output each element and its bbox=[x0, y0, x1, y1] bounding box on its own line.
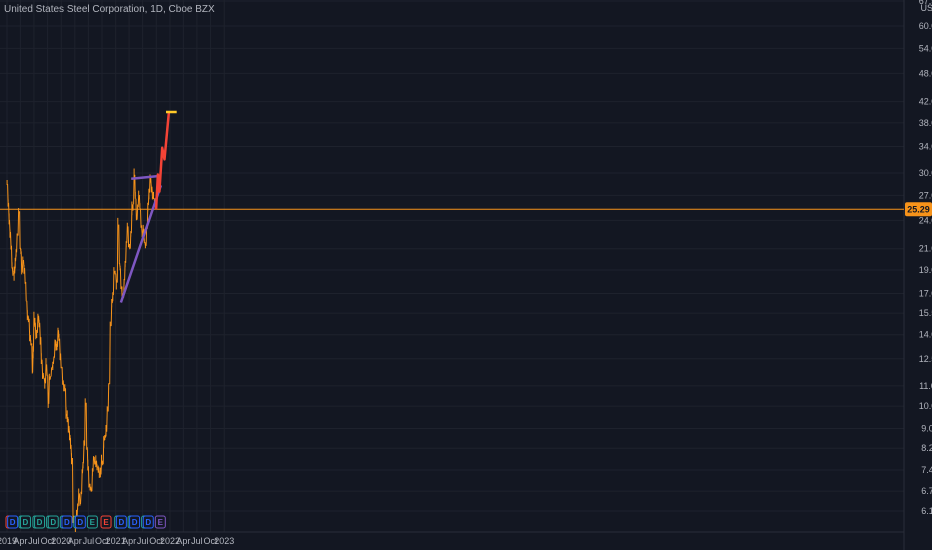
x-tick-label: 2019 bbox=[0, 536, 17, 546]
event-marker-label: D bbox=[118, 518, 124, 527]
y-tick-label: 17.00 bbox=[919, 289, 932, 299]
y-tick-label: 9.00 bbox=[921, 423, 932, 433]
x-tick-label: Jul bbox=[137, 536, 149, 546]
x-tick-label: 2020 bbox=[51, 536, 71, 546]
projection-path bbox=[154, 111, 171, 210]
y-tick-label: 10.00 bbox=[919, 401, 932, 411]
chart-title: United States Steel Corporation, 1D, Cbo… bbox=[4, 4, 215, 15]
x-tick-label: Jul bbox=[83, 536, 95, 546]
y-tick-label: 67.50 bbox=[919, 0, 932, 6]
x-tick-label: Apr bbox=[122, 536, 136, 546]
x-tick-label: Oct bbox=[204, 536, 219, 546]
current-price-label: 25.29 bbox=[907, 204, 930, 214]
y-tick-label: 48.00 bbox=[919, 68, 932, 78]
x-tick-label: 2023 bbox=[214, 536, 234, 546]
event-marker bbox=[7, 515, 19, 529]
y-tick-label: 15.50 bbox=[919, 308, 932, 318]
event-marker-label: E bbox=[158, 518, 164, 527]
event-marker bbox=[86, 515, 98, 529]
price-series-path bbox=[6, 168, 156, 532]
y-tick-label: 38.00 bbox=[919, 118, 932, 128]
y-tick-label: 11.00 bbox=[919, 381, 932, 391]
x-tick-label: Jul bbox=[28, 536, 40, 546]
x-tick-label: 2021 bbox=[106, 536, 126, 546]
event-marker-label: D bbox=[132, 518, 138, 527]
y-tick-label: 34.00 bbox=[919, 142, 932, 152]
event-marker bbox=[19, 515, 31, 529]
y-tick-label: 12.50 bbox=[919, 354, 932, 364]
event-marker bbox=[34, 515, 46, 529]
y-tick-label: 27.00 bbox=[919, 190, 932, 200]
x-tick-label: Oct bbox=[41, 536, 56, 546]
event-marker bbox=[115, 515, 127, 529]
y-tick-label: 30.00 bbox=[919, 168, 932, 178]
y-tick-label: 6.70 bbox=[921, 486, 932, 496]
y-tick-label: 14.00 bbox=[919, 330, 932, 340]
y-tick-label: 21.00 bbox=[919, 244, 932, 254]
y-tick-label: 42.00 bbox=[919, 97, 932, 107]
y-tick-label: 60.00 bbox=[919, 21, 932, 31]
event-marker bbox=[47, 515, 59, 529]
y-tick-label: 54.00 bbox=[919, 43, 932, 53]
x-tick-label: Apr bbox=[13, 536, 27, 546]
x-tick-label: Oct bbox=[149, 536, 164, 546]
event-marker-label: D bbox=[37, 518, 43, 527]
event-marker-label: D bbox=[10, 518, 16, 527]
y-tick-label: 8.20 bbox=[921, 443, 932, 453]
event-marker-label: D bbox=[64, 518, 70, 527]
event-marker bbox=[74, 515, 86, 529]
current-price-badge bbox=[905, 202, 932, 217]
event-marker-label: D bbox=[77, 518, 83, 527]
x-tick-label: 2022 bbox=[160, 536, 180, 546]
y-tick-label: 24.00 bbox=[919, 215, 932, 225]
event-marker bbox=[129, 515, 141, 529]
currency-label: USD bbox=[920, 3, 932, 13]
event-marker bbox=[142, 515, 154, 529]
x-tick-label: Apr bbox=[68, 536, 82, 546]
event-marker bbox=[100, 515, 112, 529]
x-tick-label: Oct bbox=[95, 536, 110, 546]
event-marker-label: D bbox=[145, 518, 151, 527]
x-tick-label: Apr bbox=[176, 536, 190, 546]
y-tick-label: 7.40 bbox=[921, 465, 932, 475]
event-marker bbox=[61, 515, 73, 529]
x-tick-label: Jul bbox=[191, 536, 203, 546]
trendline-lower bbox=[119, 184, 163, 303]
trendline-upper bbox=[131, 174, 161, 181]
event-marker-label: D bbox=[50, 518, 56, 527]
event-marker-label: D bbox=[23, 518, 29, 527]
event-marker-label: E bbox=[103, 518, 109, 527]
y-tick-label: 19.00 bbox=[919, 265, 932, 275]
y-tick-label: 6.10 bbox=[921, 506, 932, 516]
event-marker-label: E bbox=[90, 518, 96, 527]
event-marker bbox=[154, 515, 166, 529]
